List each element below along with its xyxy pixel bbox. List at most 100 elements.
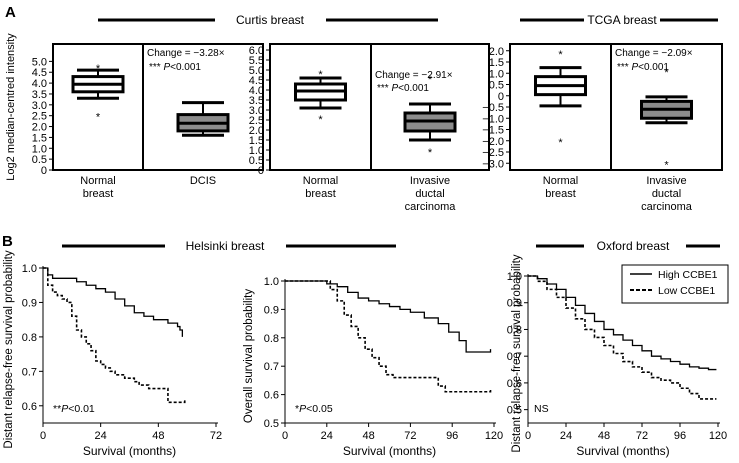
y-tick-label: 1.0 xyxy=(507,271,522,283)
x-category-label: Normal xyxy=(543,175,578,187)
x-tick-label: 24 xyxy=(95,430,107,442)
x-category-label: Normal xyxy=(303,175,338,187)
high-ccbe1-curve xyxy=(285,280,492,353)
curtis-header: Curtis breast xyxy=(236,13,305,27)
survival-chart-helsinki-drfs: 0 24 48 72 0.6 0.7 0.8 0.9 1.0 Survival (months) D… xyxy=(3,250,222,458)
x-category-label: DCIS xyxy=(190,175,216,187)
x-category-label: breast xyxy=(83,188,114,200)
high-ccbe1-curve xyxy=(43,267,184,337)
y-tick-label: 5.0 xyxy=(249,65,264,77)
box-outlier: * xyxy=(428,147,433,159)
y-axis-label: Overall survival probability xyxy=(243,289,255,423)
curtis-idc-frame xyxy=(269,43,490,171)
legend-label: High CCBE1 xyxy=(658,269,718,281)
low-ccbe1-curve xyxy=(528,275,717,400)
x-tick-label: 96 xyxy=(446,430,458,442)
x-tick-label: 72 xyxy=(404,430,416,442)
y-tick-label: 2.5 xyxy=(249,115,264,127)
box-outlier: * xyxy=(318,114,323,126)
panel-label-a: A xyxy=(5,4,16,21)
y-tick-label: −2.5 xyxy=(482,147,504,159)
box-outlier: * xyxy=(664,67,669,79)
y-tick-label: −1.0 xyxy=(482,113,504,125)
box-outlier: * xyxy=(96,112,101,124)
y-axis-label: Distant relapse-free survival probabilit… xyxy=(3,250,15,448)
y-tick-label: 5.0 xyxy=(32,56,47,68)
y-tick-label: 0.6 xyxy=(507,378,522,390)
y-tick-label: 0 xyxy=(258,165,264,177)
ns-annotation: NS xyxy=(534,403,549,415)
y-tick-label: 0.7 xyxy=(264,361,279,373)
y-tick-label: 0.5 xyxy=(507,405,522,417)
low-ccbe1-curve xyxy=(285,280,492,393)
y-tick-label: 1.0 xyxy=(249,145,264,157)
y-tick-label: 4.0 xyxy=(249,85,264,97)
legend-label: Low CCBE1 xyxy=(658,285,715,297)
survival-chart-helsinki-os: 0 24 48 72 96 120 0.5 0.6 0.7 0.8 0.9 1.0 Survival (… xyxy=(243,276,503,458)
y-tick-label: 4.5 xyxy=(32,67,47,79)
y-tick-label: 0.6 xyxy=(264,390,279,402)
y-tick-label: 1.5 xyxy=(32,132,47,144)
change-annotation: Change = −2.91× xyxy=(375,70,453,81)
y-tick-label: 1.0 xyxy=(489,68,504,80)
y-tick-label: 3.0 xyxy=(249,105,264,117)
y-tick-label: −3.0 xyxy=(482,158,504,170)
x-tick-label: 0 xyxy=(525,430,531,442)
x-tick-label: 48 xyxy=(152,430,164,442)
helsinki-header: Helsinki breast xyxy=(186,239,265,253)
box-outlier: * xyxy=(96,63,101,75)
x-tick-label: 0 xyxy=(40,430,46,442)
x-tick-label: 96 xyxy=(674,430,686,442)
y-tick-label: 1.0 xyxy=(22,263,37,275)
y-tick-label: 6.0 xyxy=(249,45,264,57)
x-tick-label: 48 xyxy=(362,430,374,442)
change-annotation: Change = −2.09× xyxy=(615,48,693,59)
oxford-header: Oxford breast xyxy=(597,239,670,253)
box-chart-curtis-idc: 00.51.01.52.02.53.03.54.04.55.05.56.0 * * N… xyxy=(249,43,490,213)
box-outlier: * xyxy=(558,49,563,61)
y-tick-label: 2.0 xyxy=(32,122,47,134)
y-tick-label: 3.5 xyxy=(249,95,264,107)
x-axis-label: Survival (months) xyxy=(576,444,669,458)
y-tick-label: 4.5 xyxy=(249,75,264,87)
y-tick-label: 0.5 xyxy=(249,155,264,167)
curtis-dcis-frame xyxy=(52,43,264,171)
y-tick-label: 0.9 xyxy=(22,297,37,309)
x-category-label: Invasive xyxy=(410,175,450,187)
legend-box xyxy=(621,264,729,304)
y-tick-label: −2.0 xyxy=(482,136,504,148)
high-ccbe1-curve xyxy=(528,275,717,371)
y-tick-label: 1.0 xyxy=(264,276,279,288)
p-value-annotation: *** P<0.001 xyxy=(377,83,429,94)
x-axis-label: Survival (months) xyxy=(83,444,176,458)
y-tick-label: 1.5 xyxy=(489,57,504,69)
p-value-annotation: **P<0.01 xyxy=(53,403,95,415)
x-tick-label: 24 xyxy=(560,430,572,442)
y-tick-label: 3.0 xyxy=(32,100,47,112)
panel-label-b: B xyxy=(2,233,13,250)
y-tick-label: 0.8 xyxy=(22,332,37,344)
x-tick-label: 0 xyxy=(282,430,288,442)
y-tick-label: 5.5 xyxy=(249,55,264,67)
p-value-annotation: *P<0.05 xyxy=(295,403,333,415)
y-tick-label: −0.5 xyxy=(482,102,504,114)
y-tick-label: 0.9 xyxy=(507,298,522,310)
x-category-label: breast xyxy=(305,188,336,200)
y-tick-label: 1.5 xyxy=(249,135,264,147)
box-outlier: * xyxy=(318,69,323,81)
x-category-label: Normal xyxy=(80,175,115,187)
x-tick-label: 120 xyxy=(485,430,503,442)
box-outlier: * xyxy=(664,159,669,171)
x-axis-label: Survival (months) xyxy=(343,444,436,458)
x-tick-label: 24 xyxy=(321,430,333,442)
x-category-label: ductal xyxy=(415,188,444,200)
box-chart-tcga: −3.0−2.5−2.0−1.5−1.0−0.500.51.01.52.0 * * N… xyxy=(482,43,723,213)
low-ccbe1-curve xyxy=(43,267,186,404)
box-outlier: * xyxy=(428,74,433,86)
x-tick-label: 72 xyxy=(210,430,222,442)
y-tick-label: 0.7 xyxy=(507,351,522,363)
y-tick-label: 0.7 xyxy=(22,366,37,378)
x-category-label: breast xyxy=(545,188,576,200)
x-category-label: carcinoma xyxy=(405,201,457,213)
